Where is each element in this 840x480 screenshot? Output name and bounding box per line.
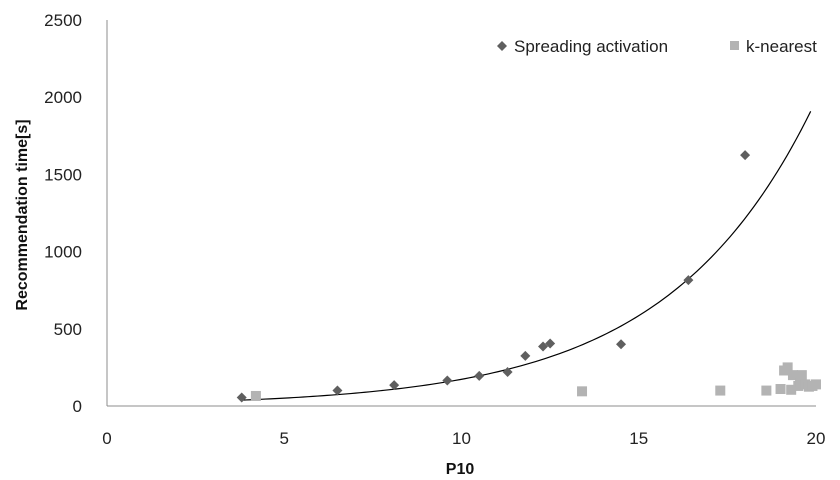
point-spreading-activation bbox=[389, 380, 400, 391]
x-tick-label: 10 bbox=[452, 429, 471, 448]
x-tick-label: 0 bbox=[102, 429, 111, 448]
y-axis-title: Recommendation time[s] bbox=[14, 119, 31, 310]
legend-marker-k-nearest bbox=[730, 41, 739, 50]
point-spreading-activation bbox=[442, 375, 453, 386]
trendline bbox=[241, 111, 812, 401]
point-k-nearest bbox=[761, 385, 772, 396]
point-k-nearest bbox=[577, 386, 588, 397]
y-tick-label: 1000 bbox=[44, 243, 82, 262]
data-points bbox=[236, 150, 821, 403]
legend-marker-spreading-activation bbox=[497, 41, 507, 51]
point-k-nearest bbox=[786, 384, 797, 395]
y-tick-label: 1500 bbox=[44, 165, 82, 184]
x-tick-label: 15 bbox=[629, 429, 648, 448]
point-spreading-activation bbox=[683, 275, 694, 286]
legend-label-spreading-activation: Spreading activation bbox=[514, 37, 668, 56]
y-tick-label: 2000 bbox=[44, 88, 82, 107]
point-spreading-activation bbox=[236, 392, 247, 403]
y-tick-labels: 0 500 1000 1500 2000 2500 bbox=[44, 11, 82, 416]
point-k-nearest bbox=[787, 370, 798, 381]
y-tick-label: 0 bbox=[73, 397, 82, 416]
point-spreading-activation bbox=[502, 367, 513, 378]
point-k-nearest bbox=[796, 370, 807, 381]
axes bbox=[106, 20, 816, 407]
point-k-nearest bbox=[795, 377, 806, 388]
x-tick-labels: 0 5 10 15 20 bbox=[102, 429, 825, 448]
legend: Spreading activation k-nearest bbox=[497, 37, 817, 56]
point-spreading-activation bbox=[474, 370, 485, 381]
x-axis-title: P10 bbox=[446, 461, 475, 478]
point-k-nearest bbox=[782, 362, 793, 373]
y-tick-label: 2500 bbox=[44, 11, 82, 30]
point-spreading-activation bbox=[538, 341, 549, 352]
point-spreading-activation bbox=[740, 150, 751, 161]
x-tick-label: 20 bbox=[807, 429, 826, 448]
point-spreading-activation bbox=[520, 350, 531, 361]
x-tick-label: 5 bbox=[280, 429, 289, 448]
point-k-nearest bbox=[811, 379, 821, 390]
y-tick-label: 500 bbox=[54, 320, 82, 339]
point-spreading-activation bbox=[545, 338, 556, 349]
point-k-nearest bbox=[715, 385, 726, 396]
point-spreading-activation bbox=[332, 385, 343, 396]
legend-label-k-nearest: k-nearest bbox=[746, 37, 817, 56]
point-k-nearest bbox=[775, 384, 786, 395]
point-k-nearest bbox=[250, 390, 261, 401]
point-spreading-activation bbox=[616, 339, 627, 350]
